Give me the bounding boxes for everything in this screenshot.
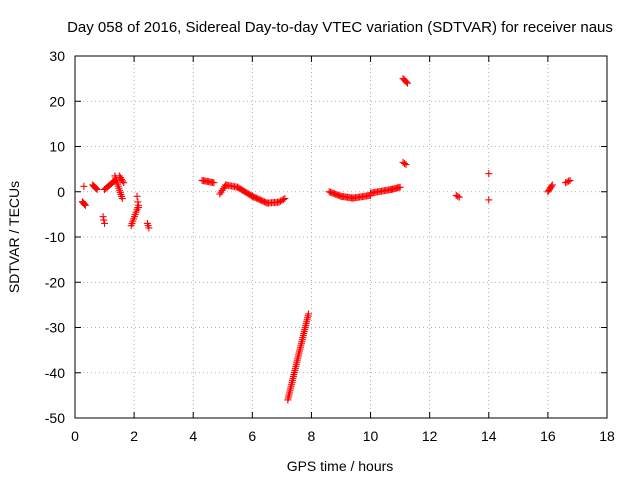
data-point (101, 219, 109, 227)
data-point (120, 179, 128, 187)
data-point (119, 177, 127, 185)
data-point (210, 179, 218, 187)
x-tick-label: 6 (248, 428, 256, 444)
data-point (134, 198, 142, 206)
data-point (118, 195, 126, 203)
y-tick-label: 20 (49, 93, 65, 109)
x-tick-label: 0 (71, 428, 79, 444)
y-tick-label: -20 (45, 274, 65, 290)
data-point (81, 200, 89, 208)
data-point (80, 182, 88, 190)
data-point (455, 193, 463, 201)
x-axis-label: GPS time / hours (287, 458, 394, 474)
grid (75, 56, 607, 418)
data-point (562, 179, 570, 187)
y-tick-label: -50 (45, 410, 65, 426)
y-tick-label: 0 (57, 184, 65, 200)
data-point (279, 195, 287, 203)
x-tick-label: 2 (130, 428, 138, 444)
data-point (485, 196, 493, 204)
y-axis-label: SDTVAR / TECUs (6, 181, 22, 293)
x-tick-label: 4 (189, 428, 197, 444)
axis-ticks: 0 2 4 6 8 10 12 14 16 18 -50 -40 -30 -20 -10 0 10 20 30 (45, 48, 615, 444)
chart-title: Day 058 of 2016, Sidereal Day-to-day VTE… (67, 19, 613, 36)
data-point (548, 181, 556, 189)
data-point (485, 170, 493, 178)
data-point (81, 201, 89, 209)
data-point (547, 182, 555, 190)
data-point (404, 79, 411, 87)
data-point (100, 216, 108, 224)
x-tick-label: 8 (308, 428, 316, 444)
x-tick-label: 18 (599, 428, 615, 444)
x-tick-label: 12 (422, 428, 438, 444)
x-tick-label: 16 (540, 428, 556, 444)
data-point (92, 185, 100, 193)
data-point (145, 224, 153, 232)
data-point (401, 159, 409, 167)
data-point (566, 176, 574, 184)
data-point (563, 178, 571, 186)
y-tick-label: 30 (49, 48, 65, 64)
data-point (281, 195, 289, 203)
data-points (78, 75, 574, 404)
x-tick-label: 10 (363, 428, 379, 444)
data-point (565, 177, 573, 185)
data-point (135, 204, 143, 212)
x-tick-label: 14 (481, 428, 497, 444)
data-point (93, 185, 101, 193)
data-point (133, 192, 141, 200)
y-tick-label: -40 (45, 365, 65, 381)
y-tick-label: 10 (49, 139, 65, 155)
data-point (402, 78, 410, 86)
data-point (402, 161, 410, 169)
data-point (99, 213, 107, 221)
data-point (80, 200, 88, 208)
data-point (304, 310, 312, 318)
y-tick-label: -30 (45, 320, 65, 336)
y-tick-label: -10 (45, 229, 65, 245)
data-point (454, 192, 462, 200)
data-point (396, 183, 404, 191)
